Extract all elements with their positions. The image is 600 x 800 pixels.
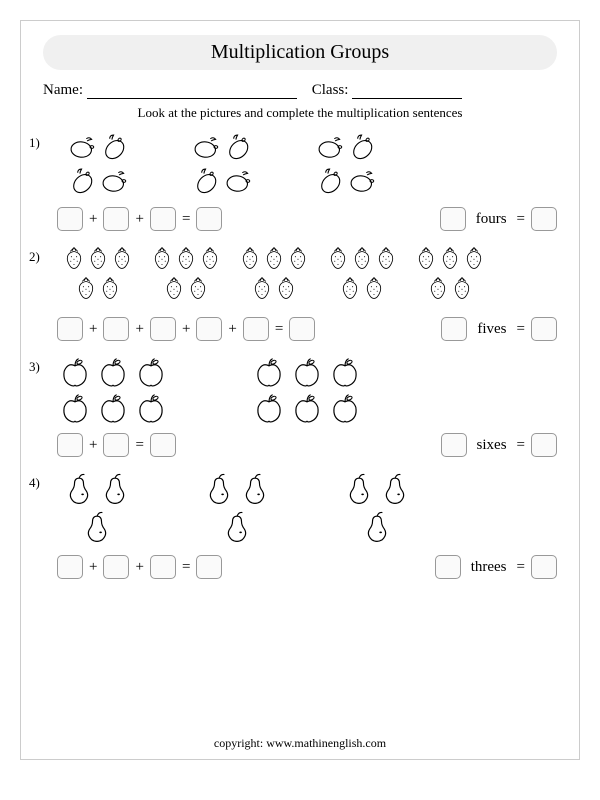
answer-box[interactable] <box>196 555 222 579</box>
answer-box[interactable] <box>531 433 557 457</box>
problem-2: 2)++++=fives= <box>43 245 557 341</box>
problems-container: 1)++=fours=2)++++=fives=3)+=sixes=4)++=t… <box>43 131 557 579</box>
answer-box[interactable] <box>103 433 129 457</box>
answer-box[interactable] <box>57 317 83 341</box>
equals-sign: = <box>517 211 525 228</box>
plus-sign: + <box>228 321 236 338</box>
fruit-group <box>57 245 135 311</box>
fruit-group <box>57 355 171 427</box>
copyright-text: copyright: www.mathinenglish.com <box>21 736 579 751</box>
fruit-group <box>181 131 255 201</box>
problem-number: 1) <box>29 135 40 151</box>
equation-row: + + = fours = <box>57 207 557 231</box>
fruit-group <box>145 245 223 311</box>
equals-sign: = <box>182 211 190 228</box>
equals-sign: = <box>182 559 190 576</box>
fruit-group <box>57 471 137 549</box>
equation-row: + + = threes = <box>57 555 557 579</box>
problem-number: 2) <box>29 249 40 265</box>
equals-sign: = <box>135 437 143 454</box>
answer-box[interactable] <box>441 317 467 341</box>
worksheet-page: Multiplication Groups Name: Class: Look … <box>20 20 580 760</box>
header-row: Name: Class: <box>43 82 557 99</box>
answer-box[interactable] <box>243 317 269 341</box>
class-label: Class: <box>312 82 349 98</box>
fruit-group <box>197 471 277 549</box>
groups-row <box>57 471 557 549</box>
answer-box[interactable] <box>435 555 461 579</box>
problem-3: 3)+=sixes= <box>43 355 557 457</box>
answer-box[interactable] <box>289 317 315 341</box>
plus-sign: + <box>135 321 143 338</box>
answer-box[interactable] <box>57 433 83 457</box>
answer-box[interactable] <box>103 317 129 341</box>
answer-box[interactable] <box>196 207 222 231</box>
groups-row <box>57 131 557 201</box>
fruit-group <box>305 131 379 201</box>
fruit-group <box>233 245 311 311</box>
problem-number: 3) <box>29 359 40 375</box>
plus-sign: + <box>89 211 97 228</box>
answer-box[interactable] <box>103 207 129 231</box>
equals-sign: = <box>517 559 525 576</box>
answer-box[interactable] <box>531 207 557 231</box>
name-blank[interactable] <box>87 85 297 99</box>
plus-sign: + <box>89 437 97 454</box>
fruit-group <box>337 471 417 549</box>
groups-row <box>57 355 557 427</box>
equals-sign: = <box>517 321 525 338</box>
answer-box[interactable] <box>150 317 176 341</box>
equation-row: + + + + = fives = <box>57 317 557 341</box>
class-blank[interactable] <box>352 85 462 99</box>
plus-sign: + <box>182 321 190 338</box>
fruit-group <box>57 131 131 201</box>
fruit-group <box>409 245 487 311</box>
equation-row: + = sixes = <box>57 433 557 457</box>
name-label: Name: <box>43 82 83 98</box>
answer-box[interactable] <box>531 555 557 579</box>
problem-number: 4) <box>29 475 40 491</box>
answer-box[interactable] <box>196 317 222 341</box>
answer-box[interactable] <box>531 317 557 341</box>
answer-box[interactable] <box>150 555 176 579</box>
group-word: sixes <box>477 437 507 454</box>
instruction-text: Look at the pictures and complete the mu… <box>43 105 557 121</box>
answer-box[interactable] <box>150 433 176 457</box>
plus-sign: + <box>135 211 143 228</box>
equals-sign: = <box>517 437 525 454</box>
equals-sign: = <box>275 321 283 338</box>
group-word: threes <box>471 559 507 576</box>
group-word: fours <box>476 211 507 228</box>
group-word: fives <box>477 321 506 338</box>
groups-row <box>57 245 557 311</box>
answer-box[interactable] <box>441 433 467 457</box>
answer-box[interactable] <box>57 207 83 231</box>
plus-sign: + <box>89 559 97 576</box>
problem-4: 4)++=threes= <box>43 471 557 579</box>
fruit-group <box>321 245 399 311</box>
answer-box[interactable] <box>440 207 466 231</box>
answer-box[interactable] <box>103 555 129 579</box>
problem-1: 1)++=fours= <box>43 131 557 231</box>
plus-sign: + <box>135 559 143 576</box>
page-title: Multiplication Groups <box>43 35 557 70</box>
answer-box[interactable] <box>150 207 176 231</box>
fruit-group <box>251 355 365 427</box>
plus-sign: + <box>89 321 97 338</box>
answer-box[interactable] <box>57 555 83 579</box>
